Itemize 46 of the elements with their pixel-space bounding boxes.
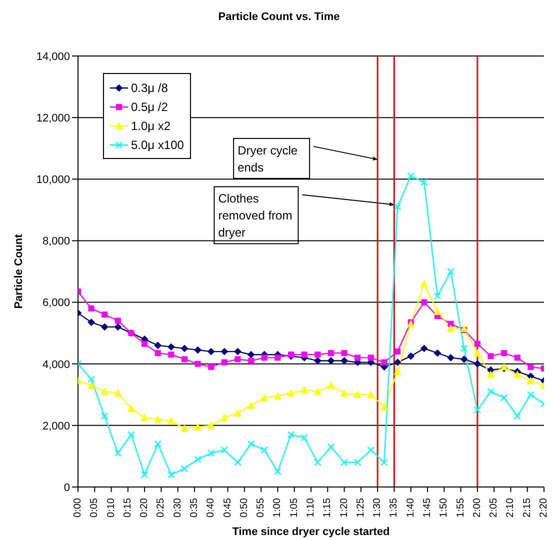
x-tick-label: 1:40 [405,498,416,518]
y-tick-label: 12,000 [36,112,70,124]
x-tick-label: 1:50 [438,498,450,518]
x-tick-label: 0:30 [172,498,184,518]
x-tick-label: 1:45 [422,498,433,518]
x-tick-label: 2:20 [538,498,550,518]
y-tick-label: 8,000 [42,236,70,248]
x-tick-label: 2:10 [505,498,516,518]
x-tick-label: 1:15 [322,498,334,518]
x-tick-label: 0:00 [72,498,84,518]
x-tick-label: 0:45 [222,498,234,518]
legend-label: 0.3μ /8 [131,80,168,94]
x-tick-label: 2:00 [472,498,483,518]
x-tick-label: 1:30 [372,498,384,518]
x-tick-label: 2:05 [488,498,500,518]
x-tick-label: 0:15 [122,498,134,518]
x-tick-label: 0:50 [238,498,250,518]
x-axis-title: Time since dryer cycle started [232,526,390,538]
y-tick-label: 2,000 [42,420,70,432]
legend-label: 5.0μ x100 [131,138,184,152]
x-tick-label: 1:20 [338,498,350,518]
x-tick-label: 0:05 [89,498,100,518]
legend-label: 1.0μ x2 [131,118,171,132]
annotation: Clothes removed from dryer [218,192,292,240]
x-tick-label: 1:25 [355,498,366,518]
x-tick-label: 1:35 [388,498,400,518]
x-tick-label: 1:10 [306,498,316,518]
y-axis-title: Particle Count [12,234,25,309]
x-tick-label: 0:10 [106,498,117,518]
x-tick-label: 1:00 [272,498,284,518]
x-tick-label: 1:05 [288,498,300,518]
x-tick-label: 0:20 [139,498,150,518]
x-tick-label: 0:55 [256,498,267,518]
y-tick-label: 14,000 [36,50,70,63]
x-tick-label: 0:35 [189,498,200,518]
annotation: Dryer cycle ends [238,143,298,174]
x-tick-label: 0:25 [156,498,167,518]
x-tick-label: 2:15 [522,498,533,518]
chart-title: Particle Count vs. Time [217,11,341,23]
y-tick-label: 4,000 [42,358,70,371]
y-tick-label: 10,000 [36,174,70,186]
x-tick-label: 0:40 [206,498,217,518]
legend-label: 0.5μ /2 [131,100,168,114]
y-tick-label: 6,000 [42,297,70,310]
x-tick-label: 1:55 [455,498,466,518]
y-tick-label: 0 [64,482,70,494]
